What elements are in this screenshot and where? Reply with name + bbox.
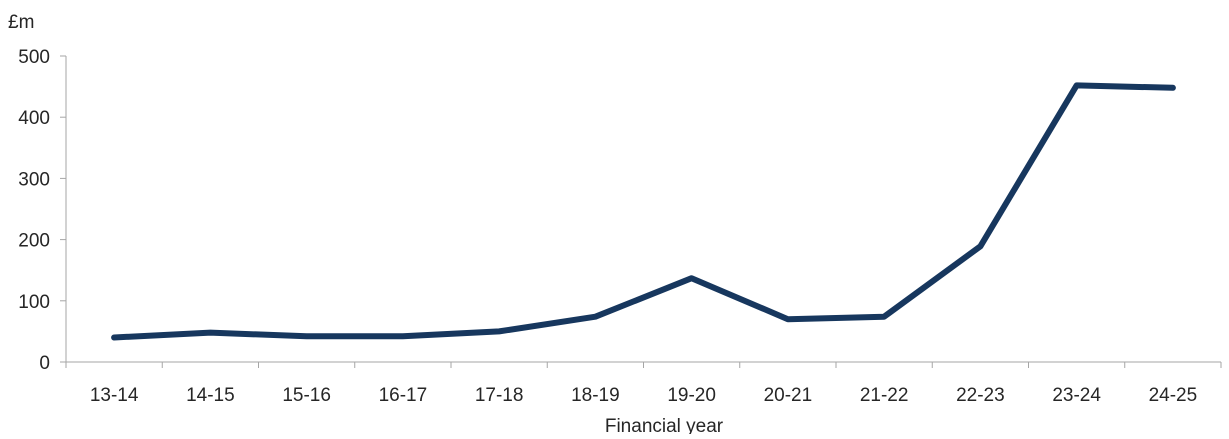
x-tick-label: 16-17 [379, 385, 428, 406]
data-point [113, 336, 116, 339]
data-point [883, 315, 886, 318]
x-tick-label: 22-23 [956, 385, 1005, 406]
series-group [111, 82, 1176, 341]
y-tick-label: 500 [18, 47, 50, 68]
x-tick-label: 13-14 [90, 385, 139, 406]
y-tick-label: 400 [18, 108, 50, 129]
series-line [111, 82, 1176, 341]
data-point [498, 330, 501, 333]
x-axis-ticks: 13-14 14-15 15-16 16-17 17-18 18-19 19-20 20-21… [65, 362, 1222, 406]
y-axis-ticks: 0 100 200 300 400 500 [18, 47, 66, 374]
data-point [594, 315, 597, 318]
x-tick-label: 18-19 [571, 385, 620, 406]
data-point [786, 318, 789, 321]
x-tick-label: 24-25 [1149, 385, 1198, 406]
x-tick-label: 20-21 [764, 385, 813, 406]
y-tick-label: 0 [39, 353, 50, 374]
x-tick-label: 14-15 [186, 385, 235, 406]
data-point [690, 277, 693, 280]
x-axis-title: Financial year [605, 416, 724, 434]
data-point [209, 331, 212, 334]
y-tick-label: 300 [18, 169, 50, 190]
x-tick-label: 17-18 [475, 385, 524, 406]
data-point [401, 335, 404, 338]
y-axis-unit-label: £m [8, 12, 34, 33]
y-tick-label: 200 [18, 231, 50, 252]
axes [65, 56, 1221, 363]
data-point [1171, 86, 1174, 89]
data-point [305, 335, 308, 338]
x-tick-label: 21-22 [860, 385, 909, 406]
data-point [1075, 84, 1078, 87]
x-tick-label: 15-16 [282, 385, 331, 406]
data-point [979, 245, 982, 248]
y-tick-label: 100 [18, 292, 50, 313]
x-tick-label: 19-20 [667, 385, 716, 406]
x-tick-label: 23-24 [1052, 385, 1101, 406]
